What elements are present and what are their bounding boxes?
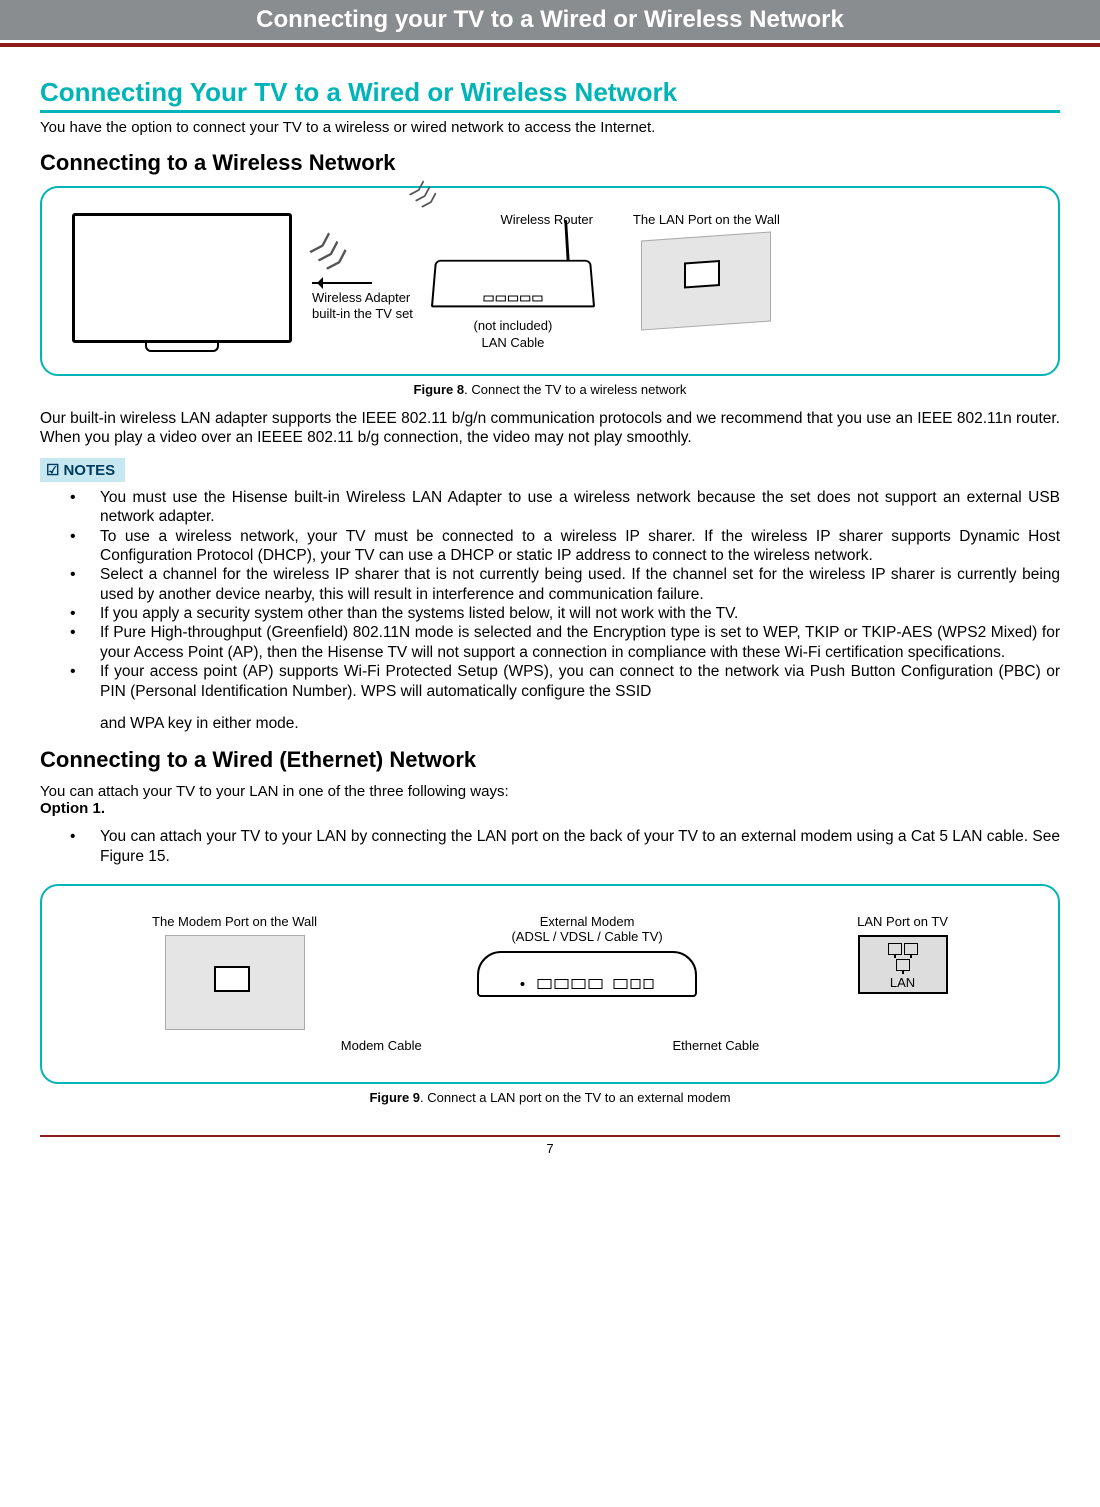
page-number: 7 — [40, 1141, 1060, 1156]
footer-rule — [40, 1135, 1060, 1137]
figure-8-caption: Figure 8. Connect the TV to a wireless n… — [40, 382, 1060, 397]
adapter-label-line2: built-in the TV set — [312, 306, 413, 321]
router-label: Wireless Router — [500, 212, 592, 228]
modem-cable-label: Modem Cable — [341, 1038, 422, 1053]
wired-intro: You can attach your TV to your LAN in on… — [40, 783, 1060, 817]
check-icon: ☑ — [46, 462, 59, 479]
note-item: If your access point (AP) supports Wi-Fi… — [70, 662, 1060, 701]
note-item: Select a channel for the wireless IP sha… — [70, 565, 1060, 604]
figure-9-rest: . Connect a LAN port on the TV to an ext… — [420, 1090, 731, 1105]
figure-8-bold: Figure 8 — [414, 382, 465, 397]
wired-heading: Connecting to a Wired (Ethernet) Network — [40, 747, 1060, 773]
notes-list: You must use the Hisense built-in Wirele… — [40, 488, 1060, 701]
figure-9-bold: Figure 9 — [369, 1090, 420, 1105]
not-included-label: (not included) — [474, 318, 553, 334]
option1-list: You can attach your TV to your LAN by co… — [40, 827, 1060, 867]
wifi-icon: ⟩⟩⟩ — [305, 228, 355, 278]
lan-text: LAN — [860, 975, 946, 990]
modem-icon — [477, 951, 697, 997]
router-icon — [431, 259, 595, 307]
notes-label-text: NOTES — [63, 462, 115, 479]
intro-text: You have the option to connect your TV t… — [40, 119, 1060, 136]
wireless-diagram: ⟩⟩⟩ Wireless Adapter built-in the TV set… — [40, 186, 1060, 376]
ethernet-cable-label: Ethernet Cable — [672, 1038, 759, 1053]
lan-cable-label: LAN Cable — [481, 335, 544, 351]
note-item: To use a wireless network, your TV must … — [70, 527, 1060, 566]
adapter-label: Wireless Adapter built-in the TV set — [312, 290, 413, 321]
modem-label-line1: External Modem — [540, 914, 635, 929]
banner-underline — [0, 43, 1100, 47]
note-item: You must use the Hisense built-in Wirele… — [70, 488, 1060, 527]
note-item: If you apply a security system other tha… — [70, 604, 1060, 623]
figure-8-rest: . Connect the TV to a wireless network — [464, 382, 686, 397]
option1-label: Option 1. — [40, 800, 105, 817]
note-item: If Pure High-throughput (Greenfield) 802… — [70, 623, 1060, 662]
main-heading: Connecting Your TV to a Wired or Wireles… — [40, 77, 1060, 113]
wall-port-icon — [641, 231, 771, 330]
modem-wall-icon — [165, 935, 305, 1030]
lan-port-icon: LAN — [858, 935, 948, 994]
modem-wall-label: The Modem Port on the Wall — [152, 914, 317, 930]
modem-label-line2: (ADSL / VDSL / Cable TV) — [511, 929, 662, 944]
wired-intro-text: You can attach your TV to your LAN in on… — [40, 783, 509, 800]
external-modem-label: External Modem (ADSL / VDSL / Cable TV) — [511, 914, 662, 945]
wireless-paragraph: Our built-in wireless LAN adapter suppor… — [40, 409, 1060, 448]
router-wifi-icon: ⟩⟩⟩ — [406, 177, 443, 214]
page-banner: Connecting your TV to a Wired or Wireles… — [0, 0, 1100, 40]
wired-diagram: The Modem Port on the Wall External Mode… — [40, 884, 1060, 1084]
notes-badge: ☑NOTES — [40, 458, 125, 482]
wall-port-label: The LAN Port on the Wall — [633, 212, 780, 228]
note-tail: and WPA key in either mode. — [40, 714, 1060, 733]
option1-item: You can attach your TV to your LAN by co… — [40, 827, 1060, 867]
arrow-left-icon — [312, 282, 372, 284]
figure-9-caption: Figure 9. Connect a LAN port on the TV t… — [40, 1090, 1060, 1105]
wireless-heading: Connecting to a Wireless Network — [40, 150, 1060, 176]
lan-port-tv-label: LAN Port on TV — [857, 914, 948, 930]
adapter-label-line1: Wireless Adapter — [312, 290, 410, 305]
tv-icon — [72, 213, 292, 343]
